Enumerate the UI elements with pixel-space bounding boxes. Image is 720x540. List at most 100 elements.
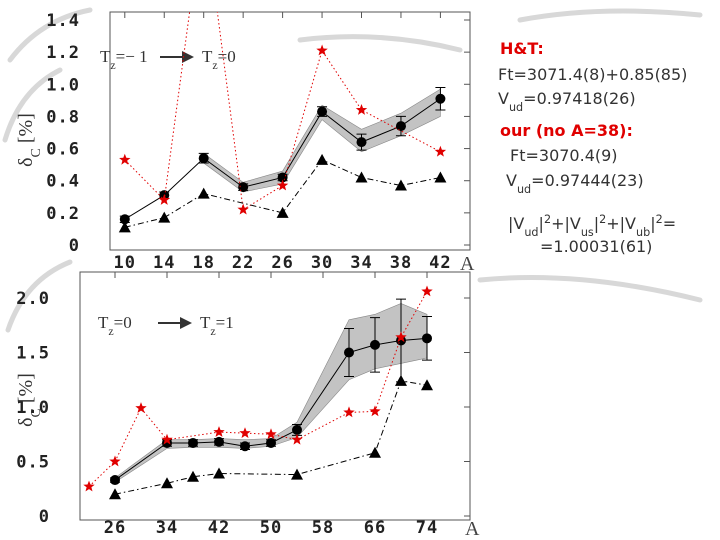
x-tick-label: 14 [153, 253, 175, 273]
y-tick-label: 1.0 [16, 398, 50, 418]
subscript: ud [509, 101, 523, 114]
circle-marker [238, 182, 249, 193]
circle-marker [110, 475, 120, 486]
annotation-arrowhead [182, 51, 194, 63]
text-part: V [498, 89, 509, 108]
triangle-marker [197, 187, 210, 199]
text-part: H&T: [500, 39, 544, 58]
text-part: =0 [218, 47, 236, 66]
text-part: +|V [551, 214, 581, 233]
theory-band [203, 88, 441, 193]
note-line: =1.00031(61) [540, 237, 652, 256]
star-marker [355, 104, 368, 115]
text-part: =0 [114, 313, 132, 332]
circle-marker [356, 137, 367, 148]
text-part: T [98, 313, 109, 332]
subscript: ud [517, 183, 531, 196]
text-part: δ [15, 157, 37, 166]
circle-marker [292, 424, 302, 435]
y-axis-label: δC [%] [15, 373, 44, 427]
circle-marker [317, 106, 328, 117]
decoration [2, 7, 703, 333]
star-marker [369, 405, 381, 417]
subscript: z [212, 58, 217, 72]
x-tick-label: 42 [208, 518, 230, 538]
supscript: 2 [544, 213, 551, 226]
text-part: | [594, 214, 599, 233]
star-marker [291, 433, 303, 445]
y-tick-label: 1.4 [46, 11, 80, 31]
x-tick-label: 58 [312, 518, 334, 538]
text-part: V [506, 171, 517, 190]
text-part: Ft=3070.4(9) [510, 146, 618, 165]
text-part: =− 1 [116, 47, 148, 66]
x-tick-label: 26 [271, 253, 293, 273]
y-tick-label: 0.6 [46, 140, 80, 160]
star-marker [83, 480, 95, 492]
annotation-arrowhead [180, 317, 192, 329]
text-part: | [539, 214, 544, 233]
y-tick-label: 1.0 [46, 75, 80, 95]
note-line: our (no A=38): [500, 121, 633, 140]
triangle-marker [118, 221, 131, 233]
circle-marker [277, 172, 288, 183]
text-part: [%] [15, 113, 37, 148]
star-marker [316, 44, 328, 56]
star-marker [158, 194, 170, 205]
x-axis-label: A [460, 253, 475, 275]
circle-marker [188, 437, 198, 448]
swirl [477, 275, 703, 303]
star-marker [213, 426, 225, 437]
star-marker [434, 145, 447, 157]
y-tick-label: 0.2 [46, 204, 80, 224]
star-marker [237, 203, 249, 215]
x-tick-label: 34 [350, 253, 372, 273]
triangle-marker [434, 171, 447, 183]
swirl [7, 7, 93, 63]
y-tick-label: 0 [69, 236, 80, 256]
swirl [517, 8, 703, 23]
annotation: Tz=1 [200, 313, 234, 338]
star-marker [265, 428, 277, 440]
text-part: +|V [606, 214, 636, 233]
circle-marker [395, 121, 406, 132]
supscript: 2 [599, 213, 606, 226]
annotation: Tz=0 [202, 47, 236, 72]
text-part: = [663, 214, 676, 233]
chart: 00.51.01.52.026 34 42 50 58 66 74 AδC [%]Tz=0 Tz… [15, 271, 480, 540]
text-part: δ [15, 417, 37, 426]
circle-marker [162, 437, 172, 448]
star-marker [395, 331, 407, 343]
x-axis-label: A [465, 518, 480, 540]
x-tick-label: 50 [260, 518, 282, 538]
series-line [88, 291, 428, 487]
circle-marker [214, 436, 224, 447]
circle-marker [266, 437, 276, 448]
plot-area [83, 285, 433, 500]
subscript: z [108, 324, 113, 338]
triangle-marker [355, 171, 368, 183]
y-axis-label: δC [%] [15, 113, 44, 167]
text-part: T [202, 47, 213, 66]
y-tick-label: 2.0 [16, 289, 50, 309]
text-part: our (no A=38): [500, 121, 633, 140]
note-line: H&T: [500, 39, 544, 58]
y-tick-label: 0.5 [16, 453, 50, 473]
subscript: us [581, 226, 594, 239]
text-part: | [650, 214, 655, 233]
y-tick-label: 0 [39, 507, 50, 527]
circle-marker [435, 93, 446, 104]
x-tick-label: 74 [416, 518, 438, 538]
y-tick-label: 1.2 [46, 43, 80, 63]
note-line: |Vud|2+|Vus|2+|Vub|2= [508, 213, 676, 239]
y-tick-label: 0.8 [46, 107, 80, 127]
triangle-marker [421, 379, 433, 391]
subscript: ub [636, 226, 650, 239]
text-part: T [100, 47, 111, 66]
swirl [5, 259, 73, 333]
note-line: Vud=0.97418(26) [498, 89, 636, 114]
subscript: C [29, 408, 44, 417]
star-marker [119, 153, 131, 165]
triangle-marker [395, 374, 407, 386]
triangle-marker [158, 211, 171, 223]
